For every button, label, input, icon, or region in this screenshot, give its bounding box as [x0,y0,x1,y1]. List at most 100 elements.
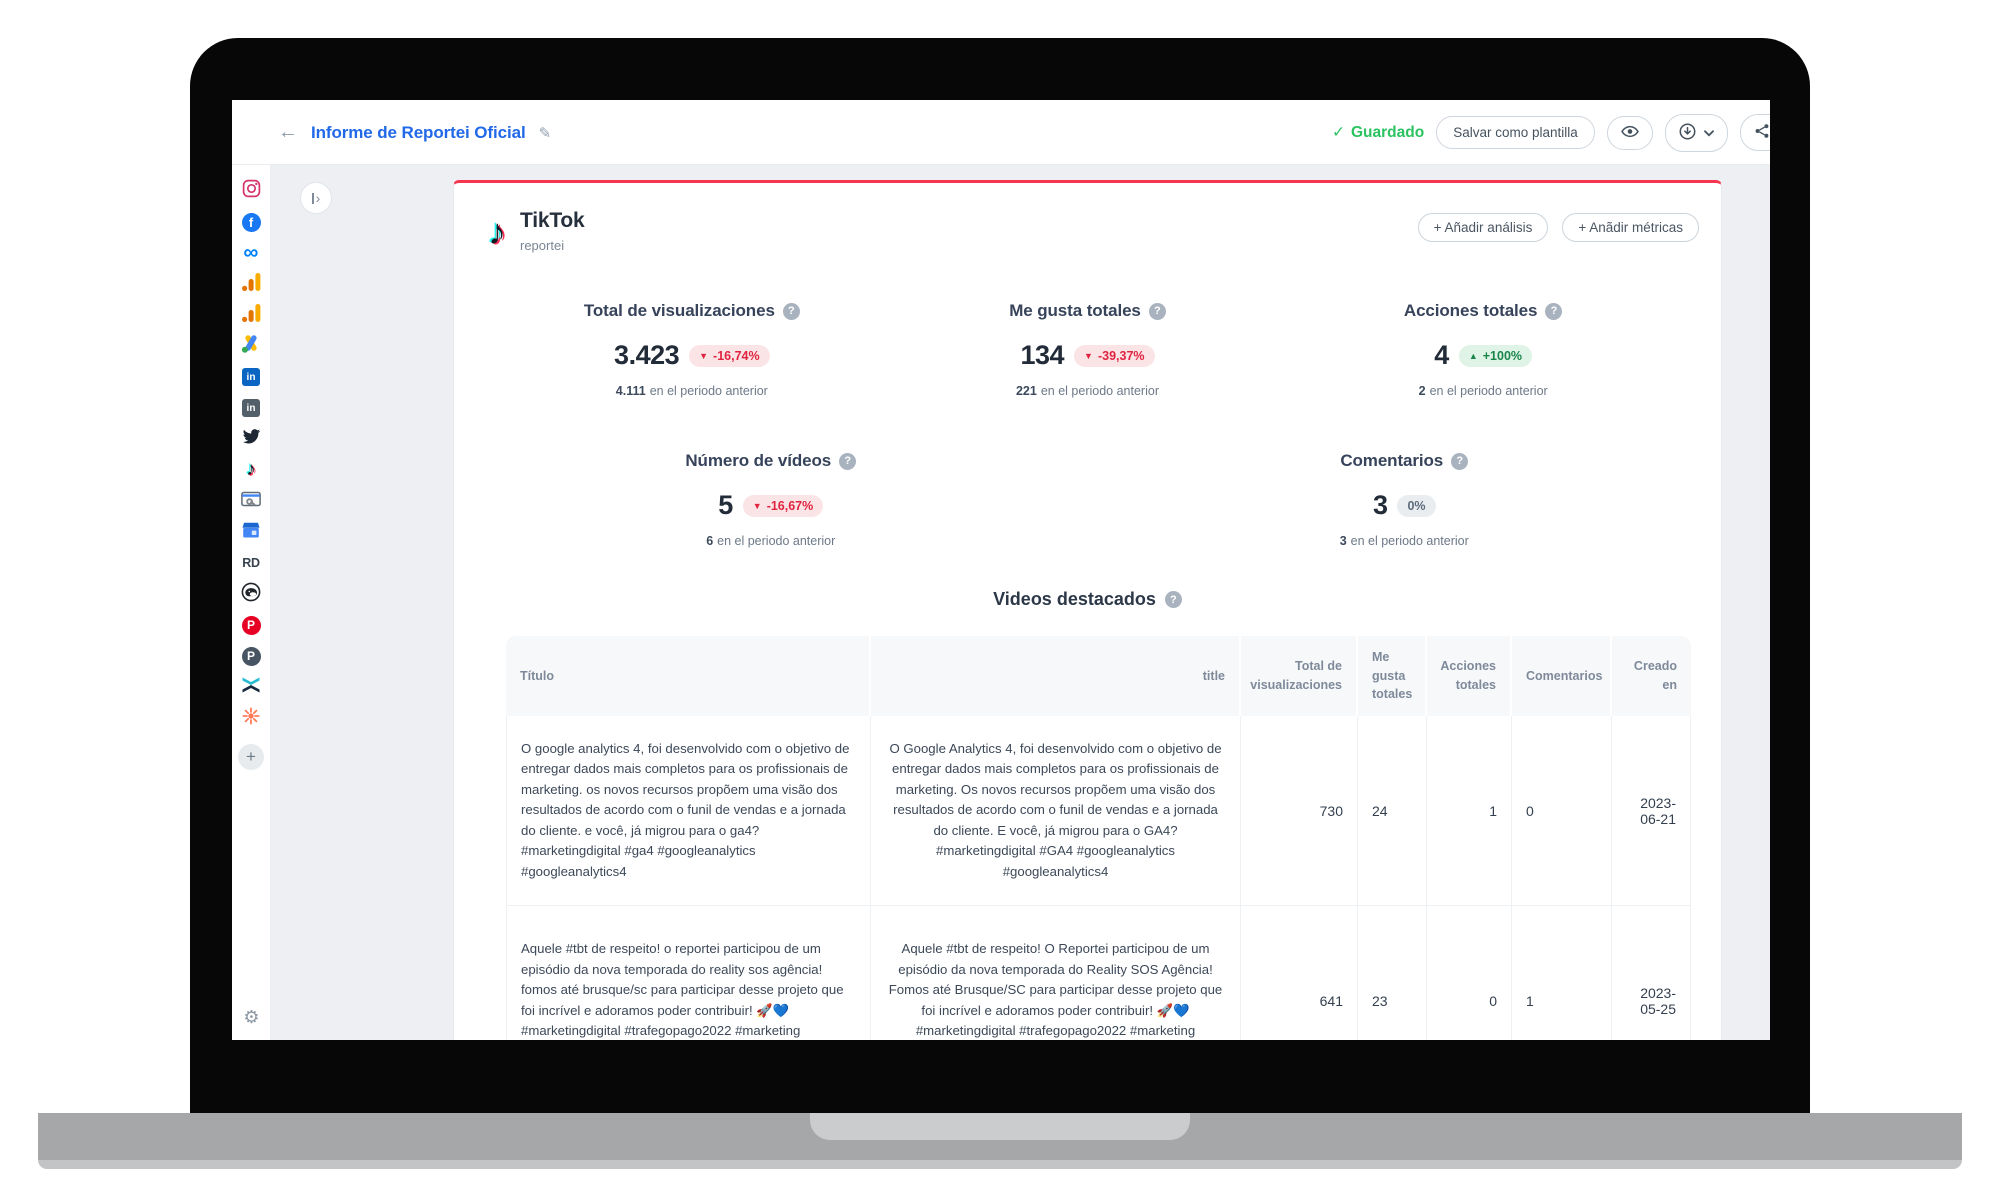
sidebar-item-tiktok[interactable]: ♪ [241,459,261,480]
video-views-cell: 641 [1241,906,1358,1040]
sidebar-item-meta[interactable]: ∞ [241,241,261,264]
videos-section-title: Videos destacados? [454,589,1721,610]
preview-eye-button[interactable] [1606,115,1653,150]
video-titulo-cell: O google analytics 4, foi desenvolvido c… [506,716,871,906]
channels-sidebar: f ∞ in in ♪ [232,165,271,1040]
sidebar-item-linkedin[interactable]: in [241,367,261,387]
sidebar-item-twitter[interactable] [241,429,261,449]
sidebar-item-google-analytics-2[interactable] [241,303,261,328]
laptop-base-strip [38,1160,1962,1169]
metric-video-count: Número de vídeos? 5 ▼ -16,67% 6 en el perio… [454,451,1088,548]
sidebar-item-pinterest-2[interactable]: P [241,646,261,666]
share-nodes-icon [1754,123,1770,142]
sidebar-item-search-console[interactable] [241,491,261,511]
add-channel-button[interactable]: + [238,744,264,770]
report-title: Informe de Reportei Oficial [311,122,526,142]
settings-gear-icon[interactable]: ⚙ [243,1007,260,1027]
metric-value: 3 [1372,490,1388,520]
metric-total-views: Total de visualizaciones? 3.423 ▼ -16,74% … [494,301,890,398]
video-table-row: Aquele #tbt de respeito! o reportei part… [506,906,1691,1040]
tiktok-report-card: ♪ TikTok reportei + Añadir análisis + An… [453,180,1722,1040]
linkedin-icon: in [242,368,260,386]
sidebar-item-linkedin-pages[interactable]: in [241,398,261,418]
google-analytics-icon [241,272,261,297]
help-icon[interactable]: ? [1545,302,1563,320]
previous-period: 221 en el periodo anterior [1015,384,1159,398]
save-as-template-button[interactable]: Salvar como plantilla [1436,116,1595,149]
video-shares-cell: 0 [1427,906,1512,1040]
video-comments-cell: 0 [1512,716,1612,906]
add-metrics-button[interactable]: + Anãdir métricas [1562,213,1699,242]
edit-pencil-icon[interactable]: ✎ [538,124,552,142]
laptop-notch [810,1113,1190,1140]
sidebar-item-google-my-business[interactable] [241,522,261,542]
rd-station-icon: RD [242,556,260,570]
help-icon[interactable]: ? [1148,302,1166,320]
add-analysis-button[interactable]: + Añadir análisis [1417,213,1549,242]
sidebar-item-google-ads[interactable] [241,334,261,356]
sidebar-item-mailchimp[interactable] [241,582,261,607]
down-arrow-icon: ▼ [752,500,762,511]
metric-value: 4 [1434,340,1449,370]
instagram-icon [242,179,261,203]
help-icon[interactable]: ? [1164,591,1182,608]
metric-total-likes: Me gusta totales? 134 ▼ -39,37% 221 en el p… [890,301,1286,398]
share-button[interactable]: Co [1739,114,1770,151]
linkedin-gray-icon: in [242,399,260,417]
download-button[interactable] [1664,113,1728,152]
sidebar-collapse-button[interactable]: › [300,182,332,214]
help-icon[interactable]: ? [782,302,800,320]
previous-period: 3 en el periodo anterior [1339,534,1469,548]
chevrons-x-icon [241,675,261,700]
down-arrow-icon: ▼ [1084,350,1093,361]
video-title-cell: Aquele #tbt de respeito! O Reportei part… [871,906,1241,1040]
metrics-row-2: Número de vídeos? 5 ▼ -16,67% 6 en el perio… [454,451,1721,548]
metric-label: Número de vídeos [685,451,832,470]
help-icon[interactable]: ? [839,452,857,470]
collapse-bar-icon [311,192,314,204]
google-my-business-icon [241,520,261,545]
sidebar-item-instagram[interactable] [241,179,261,203]
metric-comments: Comentarios? 3 0% 3 en el periodo anterior [1088,451,1722,548]
card-actions: + Añadir análisis + Anãdir métricas [1417,213,1699,242]
account-name: reportei [520,238,565,253]
delta-badge: ▼ -39,37% [1074,344,1155,367]
video-likes-cell: 23 [1358,906,1427,1040]
tiktok-logo-icon: ♪ [488,211,506,252]
mailchimp-icon [241,582,261,607]
sidebar-item-pinterest[interactable]: P [241,615,261,635]
sidebar-item-google-analytics[interactable] [241,272,261,297]
meta-icon: ∞ [243,241,259,264]
video-views-cell: 730 [1241,716,1358,906]
column-header-views: Total de visualizaciones [1241,636,1358,716]
video-shares-cell: 1 [1427,716,1512,906]
header-actions: ✓ Guardado Salvar como plantilla [1332,100,1770,165]
tiktok-card-header: ♪ TikTok reportei [488,209,585,255]
twitter-icon [242,427,261,451]
previous-period: 4.111 en el periodo anterior [615,384,768,398]
metrics-row-1: Total de visualizaciones? 3.423 ▼ -16,74% … [454,301,1721,398]
metric-label: Comentarios [1340,451,1444,470]
delta-badge: ▼ -16,74% [689,344,770,367]
sidebar-item-chevrons-x[interactable] [241,677,261,697]
back-arrow-icon[interactable]: ← [278,121,298,143]
google-analytics-icon [241,303,261,328]
help-icon[interactable]: ? [1451,452,1469,470]
video-titulo-cell: Aquele #tbt de respeito! o reportei part… [506,906,871,1040]
facebook-icon: f [241,212,261,232]
sidebar-item-rd-station[interactable]: RD [241,553,261,573]
sidebar-item-hubspot[interactable] [241,706,261,728]
sidebar-item-facebook[interactable]: f [241,212,261,232]
chevron-down-icon [1703,125,1714,140]
report-title-group: ← Informe de Reportei Oficial ✎ [278,100,551,165]
previous-period: 2 en el periodo anterior [1418,384,1548,398]
metric-label: Acciones totales [1403,301,1538,320]
report-canvas: › ♪ TikTok reportei + Añadir análisis + … [271,165,1770,1040]
metric-value: 5 [718,490,733,520]
metric-value: 3.423 [614,340,680,370]
video-title-cell: O Google Analytics 4, foi desenvolvido c… [871,716,1241,906]
eye-icon [1620,125,1639,141]
check-icon: ✓ [1332,124,1345,141]
collapse-chevron-icon: › [315,190,321,206]
